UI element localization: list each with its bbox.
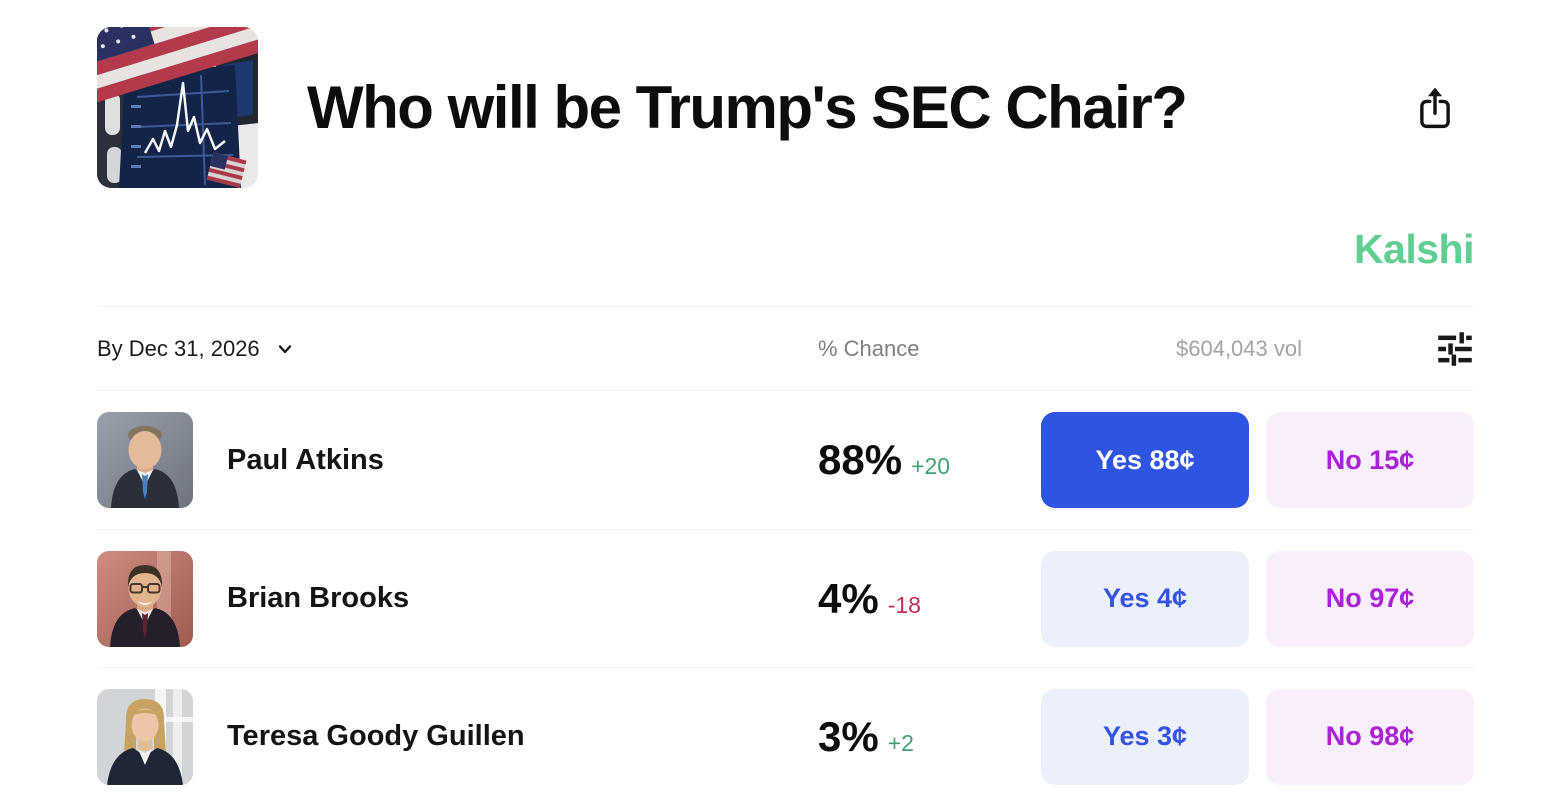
chance-value: 88% <box>818 436 903 483</box>
chance-delta: +20 <box>911 453 951 479</box>
no-button[interactable]: No 98¢ <box>1266 688 1474 785</box>
avatar-brian-brooks <box>97 550 193 647</box>
avatar-paul-atkins <box>97 412 193 508</box>
kalshi-logo[interactable]: Kalshi <box>1353 226 1475 272</box>
sliders-icon <box>1438 331 1472 366</box>
yes-button[interactable]: Yes 88¢ <box>1041 412 1249 508</box>
market-row-brian-brooks: Brian Brooks 4% -18 Yes 4¢ No 97¢ <box>97 529 1474 667</box>
chance-value: 3% <box>818 712 879 760</box>
no-button[interactable]: No 15¢ <box>1266 412 1474 508</box>
market-row-teresa-goody-guillen: Teresa Goody Guillen 3% +2 Yes 3¢ No 98¢ <box>97 667 1474 805</box>
outcome-name: Teresa Goody Guillen <box>227 720 525 752</box>
chevron-down-icon <box>275 339 295 359</box>
header: Who will be Trump's SEC Chair? <box>97 27 1474 188</box>
chance-delta: -18 <box>887 591 921 618</box>
page-title: Who will be Trump's SEC Chair? <box>307 74 1188 141</box>
avatar-teresa-goody-guillen <box>97 688 193 785</box>
chance-column-header: % Chance <box>818 335 920 361</box>
chance-value: 4% <box>818 574 879 622</box>
deadline-dropdown[interactable]: By Dec 31, 2026 <box>97 336 295 362</box>
deadline-label: By Dec 31, 2026 <box>97 335 260 361</box>
yes-button[interactable]: Yes 4¢ <box>1041 550 1249 647</box>
outcome-name: Brian Brooks <box>227 582 410 614</box>
chance-delta: +2 <box>887 729 914 756</box>
brand-row: Kalshi <box>97 226 1475 273</box>
market-row-paul-atkins: Paul Atkins 88% +20 Yes 88¢ No 15¢ <box>97 391 1474 529</box>
volume-label: $604,043 vol <box>1176 335 1302 361</box>
market-thumbnail-image <box>97 27 258 188</box>
filter-button[interactable] <box>1436 330 1474 368</box>
flag-stock-chart-image <box>97 27 258 188</box>
toolbar: By Dec 31, 2026 % Chance $604,043 vol <box>97 306 1474 391</box>
no-button[interactable]: No 97¢ <box>1266 550 1474 647</box>
share-icon <box>1420 87 1450 128</box>
outcome-name: Paul Atkins <box>227 443 384 476</box>
share-button[interactable] <box>1414 85 1456 131</box>
yes-button[interactable]: Yes 3¢ <box>1041 688 1249 785</box>
